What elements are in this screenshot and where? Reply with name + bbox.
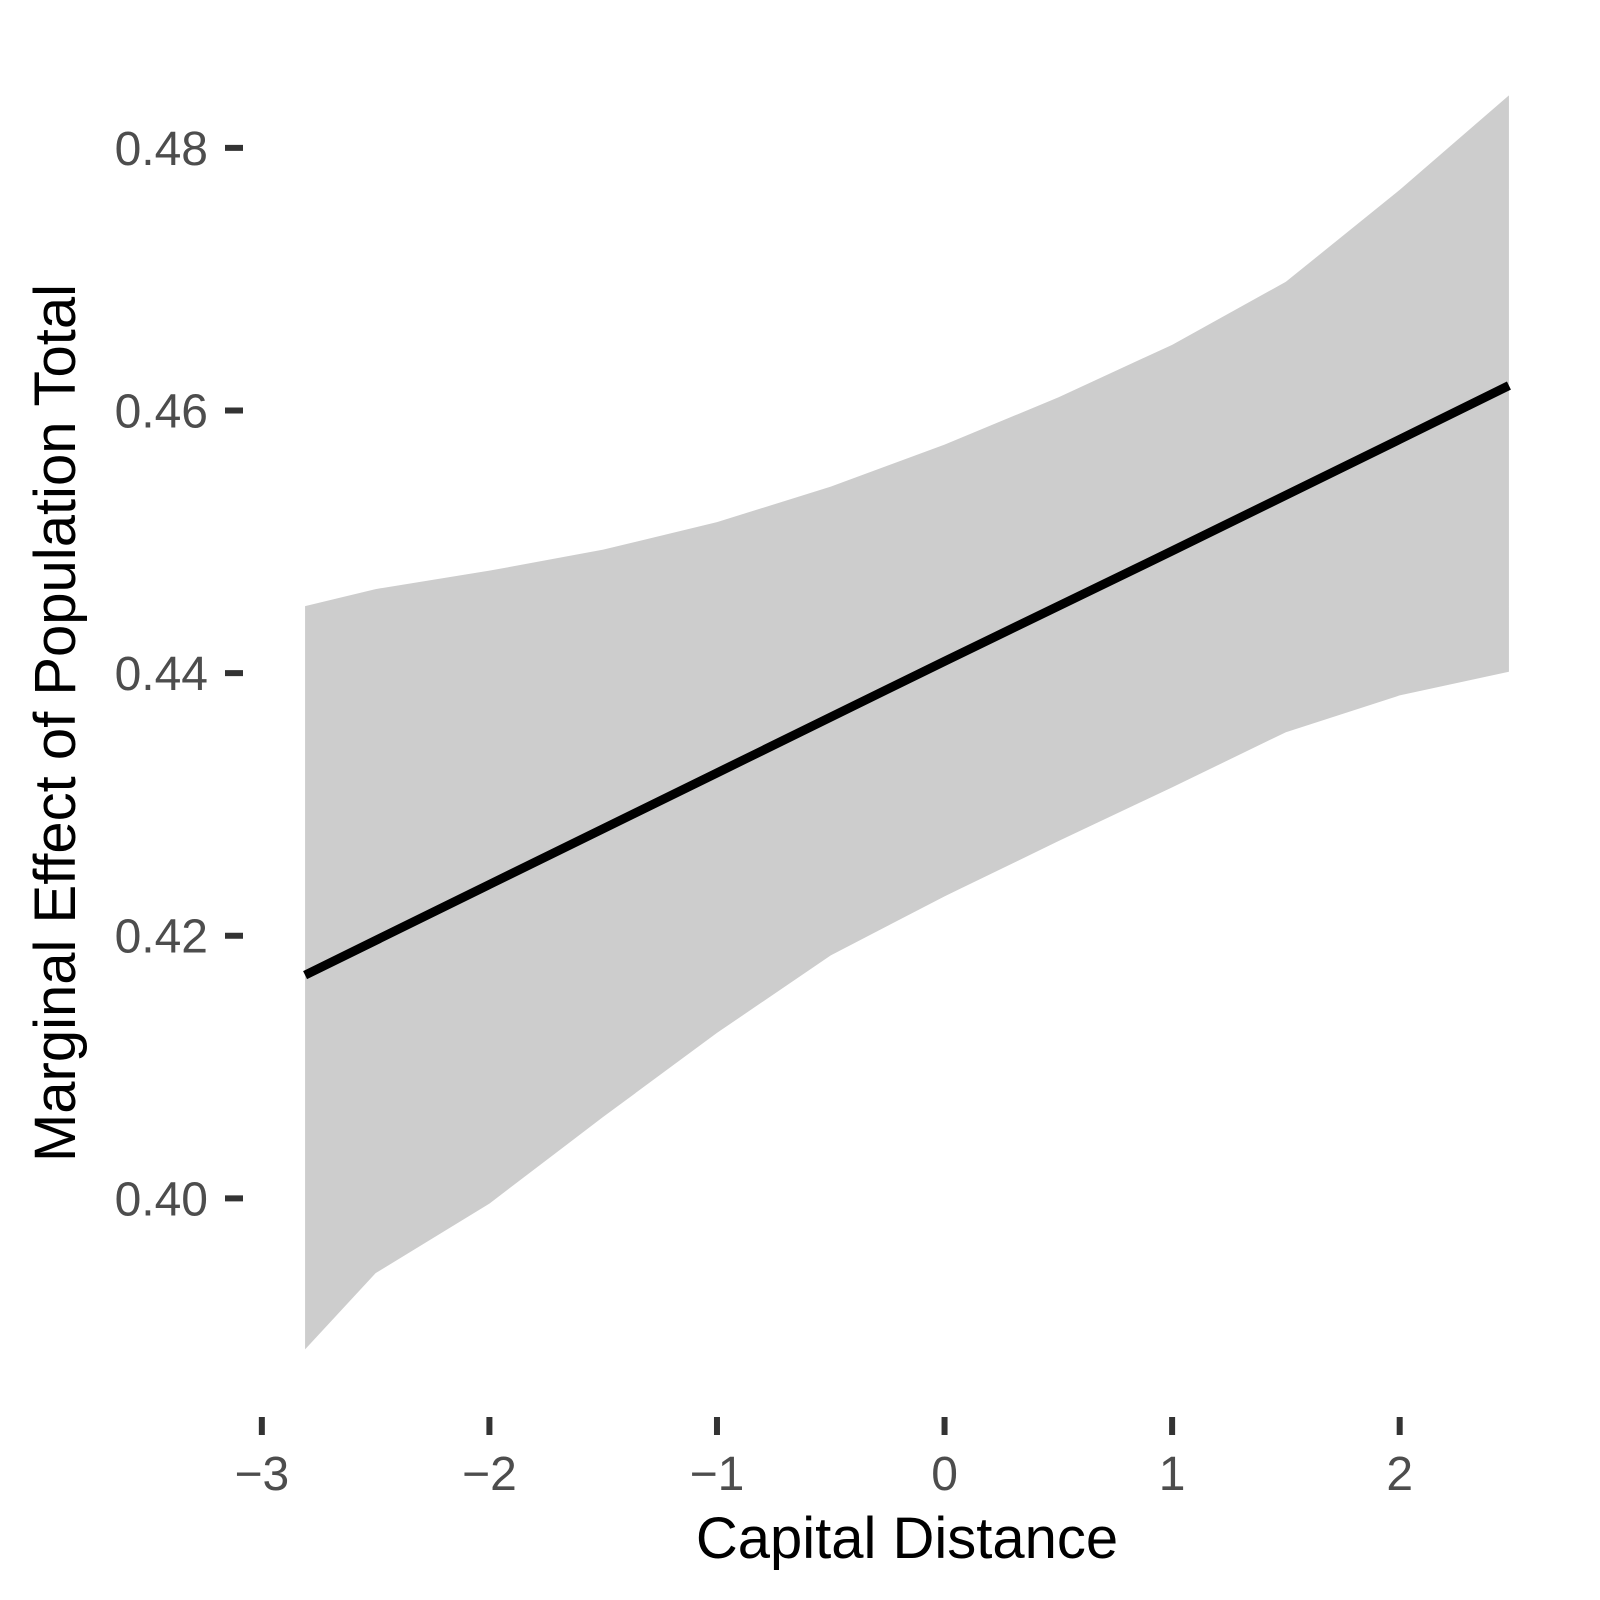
fit-line-layer	[303, 381, 1511, 980]
x-tick-label: 1	[1159, 1448, 1186, 1501]
marginal-effect-line	[303, 381, 1511, 980]
x-tick-label: −3	[234, 1448, 289, 1501]
x-axis-title: Capital Distance	[696, 1506, 1118, 1571]
confidence-band-layer	[305, 95, 1509, 1350]
y-tick-label: 0.40	[115, 1173, 208, 1226]
x-axis: −3 −2 −1 0 1 2	[234, 1417, 1413, 1501]
x-tick-label: −2	[462, 1448, 517, 1501]
x-tick-label: −1	[690, 1448, 745, 1501]
y-axis: 0.40 0.42 0.44 0.46 0.48	[115, 123, 243, 1226]
confidence-band	[305, 95, 1509, 1350]
y-tick-label: 0.46	[115, 385, 208, 438]
x-tick-label: 0	[931, 1448, 958, 1501]
x-tick-label: 2	[1386, 1448, 1413, 1501]
y-tick-label: 0.42	[115, 911, 208, 964]
y-tick-label: 0.48	[115, 123, 208, 176]
y-axis-title: Marginal Effect of Population Total	[23, 284, 88, 1162]
y-tick-label: 0.44	[115, 648, 208, 701]
